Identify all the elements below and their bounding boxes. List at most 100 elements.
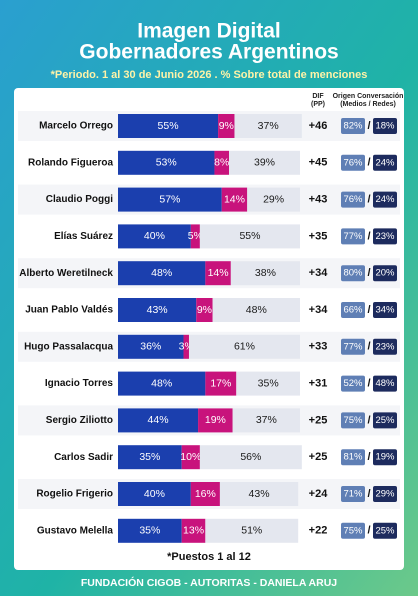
bar-segment xyxy=(118,408,199,433)
bar-label: 53% xyxy=(156,157,177,169)
bar-label: 55% xyxy=(239,230,260,242)
origin-redes: 34% xyxy=(375,305,395,316)
origin-medios: 76% xyxy=(343,194,363,205)
candidate-name: Sergio Ziliotto xyxy=(46,415,113,426)
bar-segment xyxy=(118,114,219,138)
candidate-name: Carlos Sadir xyxy=(54,452,113,463)
bar-segment xyxy=(183,334,189,359)
bar-label: 48% xyxy=(151,267,172,279)
origin-medios-box xyxy=(341,228,365,245)
bar-label: 29% xyxy=(263,193,284,205)
bar-segment xyxy=(118,187,222,212)
candidate-name: Gustavo Melella xyxy=(37,525,114,536)
candidate-name: Rogelio Frigerio xyxy=(36,489,113,500)
origin-medios-box xyxy=(341,154,365,171)
origin-separator: / xyxy=(367,525,370,537)
origin-redes: 20% xyxy=(375,268,395,279)
bar-label: 39% xyxy=(254,157,275,169)
origin-redes: 24% xyxy=(375,194,395,205)
origin-redes-box xyxy=(373,338,397,355)
bar-label: 37% xyxy=(256,414,277,426)
bar-segment xyxy=(118,150,215,175)
dif-value: +45 xyxy=(309,157,328,169)
bar-label: 36% xyxy=(140,341,161,353)
candidate-name: Elías Suárez xyxy=(54,231,113,242)
origin-redes: 19% xyxy=(375,452,395,463)
origin-separator: / xyxy=(367,120,370,132)
dif-value: +24 xyxy=(309,488,329,500)
origin-medios-box xyxy=(341,522,365,539)
bar-label: 14% xyxy=(208,267,229,279)
origin-medios-box xyxy=(341,449,365,466)
origin-medios: 52% xyxy=(343,378,363,389)
bar-segment xyxy=(181,518,206,543)
bar-segment xyxy=(234,114,302,138)
dif-value: +22 xyxy=(309,525,328,537)
dif-header: DIF xyxy=(312,93,324,100)
bar-segment xyxy=(188,334,300,359)
origin-separator: / xyxy=(367,451,370,463)
bar-segment xyxy=(229,150,300,175)
origin-medios: 71% xyxy=(343,489,363,500)
bar-segment xyxy=(199,445,302,470)
origin-redes-box xyxy=(373,449,397,466)
origin-redes-box xyxy=(373,412,397,429)
dif-header: (PP) xyxy=(311,101,325,108)
bar-segment xyxy=(118,482,191,506)
origin-medios: 77% xyxy=(343,341,363,352)
footnote: *Puestos 1 al 12 xyxy=(167,551,251,563)
origin-separator: / xyxy=(367,378,370,390)
origin-redes-box xyxy=(373,154,397,171)
bar-label: 43% xyxy=(147,304,168,316)
bar-segment xyxy=(219,482,299,506)
bar-segment xyxy=(232,408,300,433)
bar-label: 38% xyxy=(255,267,276,279)
origin-medios-box xyxy=(341,118,365,134)
origin-separator: / xyxy=(367,267,370,279)
candidate-name: Marcelo Orrego xyxy=(39,121,113,132)
origin-medios-box xyxy=(341,191,365,208)
bar-label: 55% xyxy=(158,120,179,132)
origin-header: (Medios / Redes) xyxy=(340,101,396,108)
bar-label: 51% xyxy=(241,525,262,537)
bar-segment xyxy=(205,518,299,543)
dif-value: +34 xyxy=(309,267,329,279)
bar-segment xyxy=(221,187,248,212)
origin-medios: 76% xyxy=(343,157,363,168)
bar-segment xyxy=(118,224,191,249)
bar-segment xyxy=(118,371,206,396)
origin-medios: 82% xyxy=(343,121,363,132)
bar-segment xyxy=(190,482,220,506)
origin-separator: / xyxy=(367,194,370,206)
title-line: Imagen Digital xyxy=(137,20,281,43)
origin-redes-box xyxy=(373,302,397,318)
bar-segment xyxy=(212,298,300,322)
dif-value: +43 xyxy=(309,194,328,206)
bar-segment xyxy=(218,114,235,138)
candidate-name: Alberto Weretilneck xyxy=(19,268,113,279)
bar-label: 35% xyxy=(139,525,160,537)
origin-medios-box xyxy=(341,265,365,282)
origin-redes-box xyxy=(373,486,397,502)
bar-segment xyxy=(118,445,182,470)
origin-redes: 48% xyxy=(375,378,395,389)
bar-label: 9% xyxy=(197,304,212,316)
title-line: Gobernadores Argentinos xyxy=(79,41,338,64)
origin-redes: 24% xyxy=(375,157,395,168)
bar-segment xyxy=(118,518,182,543)
origin-medios: 81% xyxy=(343,452,363,463)
origin-separator: / xyxy=(367,230,370,242)
bar-segment xyxy=(230,261,300,286)
bar-segment xyxy=(199,224,300,249)
dif-value: +31 xyxy=(309,378,328,390)
bar-segment xyxy=(214,150,230,175)
origin-medios-box xyxy=(341,338,365,355)
bar-label: 37% xyxy=(258,120,279,132)
bar-segment xyxy=(118,298,197,322)
origin-medios: 66% xyxy=(343,305,363,316)
bar-label: 57% xyxy=(159,193,180,205)
origin-header: Origen Conversación xyxy=(333,93,404,100)
origin-medios-box xyxy=(341,412,365,429)
bar-label: 48% xyxy=(151,377,172,389)
origin-medios: 80% xyxy=(343,268,363,279)
